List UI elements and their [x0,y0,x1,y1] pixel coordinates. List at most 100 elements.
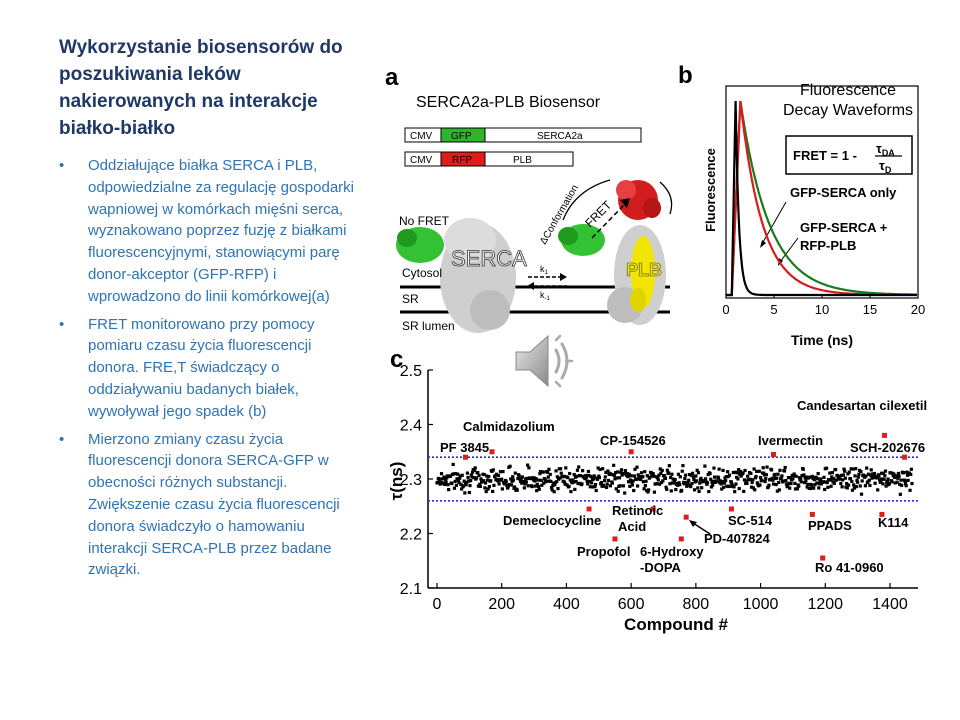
baseline-point [608,484,613,488]
baseline-point [861,473,865,478]
bullet-dot: • [59,315,65,333]
baseline-point [586,482,590,486]
baseline-point [692,488,697,492]
baseline-point [507,483,512,487]
baseline-point [848,477,852,481]
baseline-point [654,475,658,479]
baseline-point [442,475,446,479]
baseline-point [650,473,654,477]
baseline-point [597,476,602,480]
baseline-point [805,485,809,489]
baseline-point [869,468,873,472]
baseline-point [437,480,442,484]
baseline-point [761,466,765,470]
baseline-point [603,475,607,479]
baseline-point [492,483,496,487]
baseline-point [863,475,867,479]
baseline-point [570,481,574,485]
baseline-point [671,477,675,481]
baseline-point [498,478,502,482]
baseline-point [718,481,722,485]
baseline-point [745,481,749,485]
conformation-arrow [562,179,611,221]
baseline-point [438,482,442,486]
baseline-point [604,485,609,490]
baseline-point [545,479,549,483]
baseline-point [652,490,657,494]
baseline-point [824,480,828,484]
baseline-point [697,489,701,494]
baseline-point [549,486,554,490]
baseline-point [899,478,903,482]
baseline-point [615,476,619,480]
baseline-point [819,482,824,486]
baseline-point [441,481,446,485]
baseline-point [768,477,772,481]
baseline-point [498,470,503,474]
construct-plb-rfp: RFP [452,155,472,166]
baseline-point [489,469,493,473]
baseline-point [811,476,815,480]
baseline-point [457,481,461,485]
baseline-point [526,463,530,467]
baseline-point [740,472,745,476]
baseline-point [837,475,842,479]
baseline-point [473,466,477,470]
baseline-point [640,475,644,479]
hit-point [489,449,495,455]
baseline-point [850,479,854,484]
baseline-point [660,468,664,473]
baseline-point [692,477,696,481]
baseline-point [587,473,591,478]
baseline-point [571,478,575,482]
conformation-label: ΔConformation [538,183,581,246]
baseline-point [846,472,850,476]
baseline-point [618,484,622,488]
panel-b-title-2: Decay Waveforms [783,102,913,119]
baseline-point [831,480,835,484]
baseline-point [687,478,691,482]
baseline-point [639,471,644,475]
baseline-point [809,482,813,486]
baseline-point [802,473,806,477]
baseline-point [887,481,891,486]
baseline-point [790,473,794,478]
speaker-icon[interactable] [512,332,576,390]
baseline-point [771,478,775,482]
baseline-point [681,464,685,468]
rate-arrows: k1 k-1 [527,264,567,302]
baseline-point [679,489,683,493]
baseline-point [553,480,558,485]
baseline-point [790,478,794,482]
baseline-point [683,473,688,477]
baseline-point [804,479,808,483]
baseline-point [812,486,816,490]
hit-label: SCH-202676 [850,440,925,455]
baseline-point [562,474,566,478]
baseline-point [705,481,710,485]
decay-curve-1 [726,100,917,297]
baseline-point [897,474,901,479]
baseline-point [609,472,613,476]
baseline-point [558,476,562,480]
baseline-point [460,473,464,477]
baseline-point [881,471,886,475]
construct-plb-cmv: CMV [410,155,433,166]
baseline-point [629,474,633,478]
baseline-point [673,477,677,482]
hit-point [771,451,777,457]
baseline-point [551,484,555,488]
baseline-point [696,486,700,490]
baseline-point [862,475,866,479]
baseline-point [540,470,545,474]
baseline-point [630,480,634,484]
baseline-point [467,490,471,495]
baseline-point [592,477,596,481]
baseline-point [436,476,440,481]
baseline-point [504,480,508,484]
hit-point [462,454,468,460]
baseline-point [727,484,731,489]
baseline-point [879,471,884,475]
hit-label: 6-Hydroxy [640,544,704,559]
baseline-point [477,473,481,478]
